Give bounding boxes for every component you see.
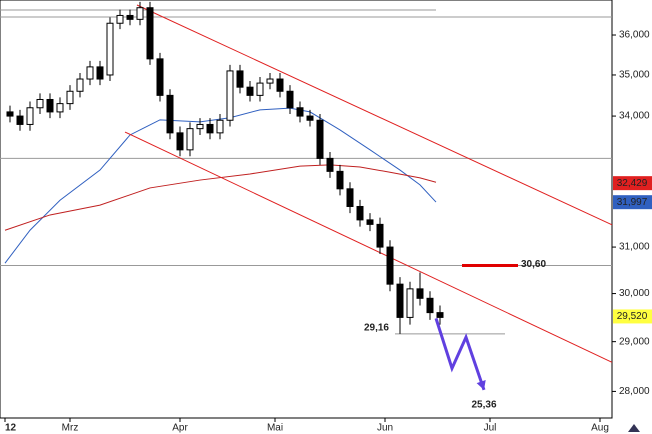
candle-body xyxy=(176,132,184,151)
candle-body xyxy=(316,119,324,159)
candle-body xyxy=(146,7,154,60)
candle-body xyxy=(366,219,374,225)
y-tick-label: 36,000 xyxy=(619,30,650,41)
x-tick-label: Jun xyxy=(377,423,393,434)
x-tick-label: Mrz xyxy=(62,423,79,434)
indicator-line xyxy=(434,317,486,391)
candle-body xyxy=(336,170,344,190)
y-tick-label: 31,000 xyxy=(619,242,650,253)
candle-body xyxy=(6,111,14,117)
y-tick-label: 35,000 xyxy=(619,70,650,81)
candle-body xyxy=(206,123,214,134)
price-label: 29,520 xyxy=(617,311,648,322)
candle-body xyxy=(276,78,284,92)
x-tick-label: Jul xyxy=(484,423,497,434)
candle-body xyxy=(166,94,174,134)
candle-body xyxy=(66,90,74,105)
candle-body xyxy=(186,128,194,151)
candle-body xyxy=(196,123,204,130)
scroll-icon[interactable] xyxy=(628,424,640,432)
x-tick-label: Aug xyxy=(591,423,609,434)
y-tick-label: 30,000 xyxy=(619,288,650,299)
candle-body xyxy=(286,90,294,109)
arrow-head xyxy=(476,380,486,390)
candle-body xyxy=(266,78,274,84)
candle-body xyxy=(16,115,24,125)
y-tick-label: 28,000 xyxy=(619,386,650,397)
candle-body xyxy=(396,283,404,318)
candle-body xyxy=(156,58,164,96)
candle-body xyxy=(56,103,64,113)
candle-body xyxy=(306,115,314,121)
x-tick-label: Apr xyxy=(172,423,188,434)
candle-body xyxy=(406,288,414,318)
candle-body xyxy=(46,98,54,113)
plot-area xyxy=(0,0,613,419)
price-label: 31,997 xyxy=(617,197,648,208)
candle-body xyxy=(86,66,94,80)
annotation: 25,36 xyxy=(471,400,496,411)
candle-body xyxy=(436,312,444,318)
candle-body xyxy=(126,14,134,20)
x-tick-label: 12 xyxy=(5,423,17,434)
level-label: 29,16 xyxy=(364,322,389,333)
candle-body xyxy=(76,78,84,92)
candle-body xyxy=(246,86,254,96)
candle-body xyxy=(416,288,424,299)
indicator-line xyxy=(136,4,613,226)
price-box xyxy=(613,176,652,191)
indicator-line xyxy=(124,131,613,363)
candle-body xyxy=(376,223,384,248)
candle-body xyxy=(226,70,234,121)
candle-body xyxy=(426,297,434,314)
indicator-line xyxy=(4,164,437,231)
candle-body xyxy=(26,107,34,125)
candle-body xyxy=(96,66,104,80)
candle-body xyxy=(256,82,264,96)
candle-body xyxy=(296,107,304,117)
x-tick-label: Mai xyxy=(267,423,283,434)
candle-body xyxy=(116,14,124,24)
candle-body xyxy=(36,98,44,109)
price-box xyxy=(613,309,652,324)
level-label: 30,60 xyxy=(521,259,546,270)
price-box xyxy=(613,195,652,210)
y-tick-label: 29,000 xyxy=(619,336,650,347)
y-tick-label: 34,000 xyxy=(619,111,650,122)
indicator-line xyxy=(4,107,437,264)
candle-body xyxy=(356,205,364,221)
candle-body xyxy=(216,119,224,134)
candle-body xyxy=(326,157,334,172)
price-label: 32,429 xyxy=(617,178,648,189)
candle-body xyxy=(136,7,144,20)
candle-body xyxy=(106,22,114,76)
candle-body xyxy=(236,70,244,88)
candle-body xyxy=(386,246,394,285)
candle-body xyxy=(346,188,354,207)
